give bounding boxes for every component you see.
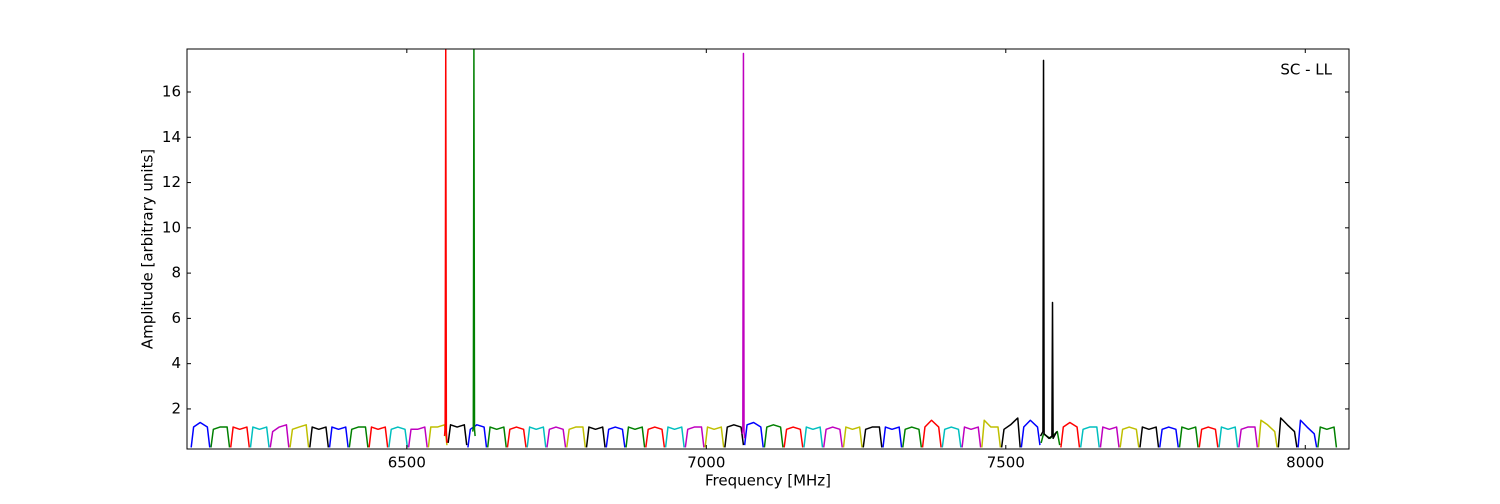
- spectrum-line: [605, 426, 626, 448]
- spectrum-line: [447, 424, 468, 446]
- spectrum-line: [1000, 417, 1021, 448]
- spectrum-line: [741, 52, 746, 439]
- spectrum-line: [921, 419, 942, 448]
- spectrum-line: [566, 426, 587, 448]
- spectrum-line: [882, 426, 903, 448]
- spectrum-line: [585, 426, 606, 448]
- y-tick-label: 4: [171, 354, 181, 372]
- spectrum-line: [1178, 426, 1199, 448]
- spectrum-line: [1257, 419, 1278, 448]
- spectrum-line: [684, 426, 705, 448]
- spectrum-line: [1060, 421, 1081, 448]
- spectrum-line: [1317, 426, 1338, 448]
- y-tick-label: 12: [162, 173, 181, 191]
- y-tick-label: 6: [171, 309, 181, 327]
- spectrum-line: [961, 426, 982, 448]
- spectrum-line: [427, 424, 448, 448]
- spectrum-line: [1139, 426, 1160, 448]
- spectrum-line: [486, 426, 507, 448]
- spectrum-line: [1198, 426, 1219, 448]
- x-axis-label: Frequency [MHz]: [705, 472, 831, 490]
- annotation: SC - LL: [1280, 61, 1332, 79]
- y-tick-label: 2: [171, 399, 181, 417]
- spectrum-line: [625, 426, 646, 448]
- spectrum-line: [1218, 426, 1239, 448]
- x-tick-label: 8000: [1286, 454, 1324, 472]
- spectrum-line: [645, 426, 666, 448]
- spectrum-line: [704, 426, 725, 448]
- spectrum-line: [862, 426, 883, 448]
- spectrum-line: [269, 424, 290, 448]
- spectrum-line: [941, 426, 962, 448]
- spectrum-line: [348, 426, 369, 448]
- plot-lines: [190, 49, 1338, 448]
- spectrum-line: [289, 424, 310, 448]
- spectrum-line: [763, 424, 784, 448]
- spectrum-line: [1099, 426, 1120, 448]
- x-tick-label: 6500: [388, 454, 426, 472]
- spectrum-line: [506, 426, 527, 448]
- spectrum-line: [1020, 419, 1041, 448]
- spectrum-line: [210, 426, 231, 448]
- spectrum-line: [743, 421, 764, 448]
- spectrum-line: [467, 424, 488, 448]
- spectrum-line: [443, 49, 448, 443]
- spectrum-line: [546, 426, 567, 448]
- spectrum-line: [1158, 426, 1180, 448]
- y-tick-label: 16: [162, 83, 181, 101]
- spectrum-line: [249, 426, 270, 448]
- spectrum-line: [1277, 417, 1298, 448]
- y-tick-label: 10: [162, 218, 181, 236]
- spectrum-line: [803, 426, 824, 448]
- spectrum-line: [902, 426, 923, 448]
- spectrum-line: [526, 426, 547, 448]
- spectrum-line: [190, 421, 211, 448]
- spectrum-line: [822, 426, 844, 448]
- spectrum-line: [842, 426, 863, 448]
- x-tick-label: 7500: [987, 454, 1025, 472]
- spectrum-line: [783, 426, 804, 448]
- spectrum-line: [229, 426, 251, 448]
- spectrum-line: [328, 426, 349, 448]
- spectrum-line: [309, 426, 330, 448]
- spectrum-line: [1119, 426, 1140, 448]
- spectrum-line: [664, 426, 685, 448]
- spectrum-line: [981, 419, 1002, 448]
- y-axis-label: Amplitude [arbitrary units]: [139, 149, 157, 349]
- y-tick-label: 14: [162, 128, 181, 146]
- spectrum-line: [407, 426, 428, 448]
- spectrum-line: [1079, 426, 1100, 448]
- x-tick-label: 7000: [687, 454, 725, 472]
- spectrum-line: [1297, 419, 1318, 448]
- y-tick-label: 8: [171, 264, 181, 282]
- spectrum-line: [724, 424, 745, 448]
- spectrum-line: [388, 426, 409, 448]
- spectrum-line: [1039, 59, 1058, 440]
- plot-frame: [186, 48, 1350, 450]
- spectrum-line: [368, 426, 389, 448]
- spectrum-line: [1238, 426, 1259, 448]
- spectrum-line: [471, 49, 476, 437]
